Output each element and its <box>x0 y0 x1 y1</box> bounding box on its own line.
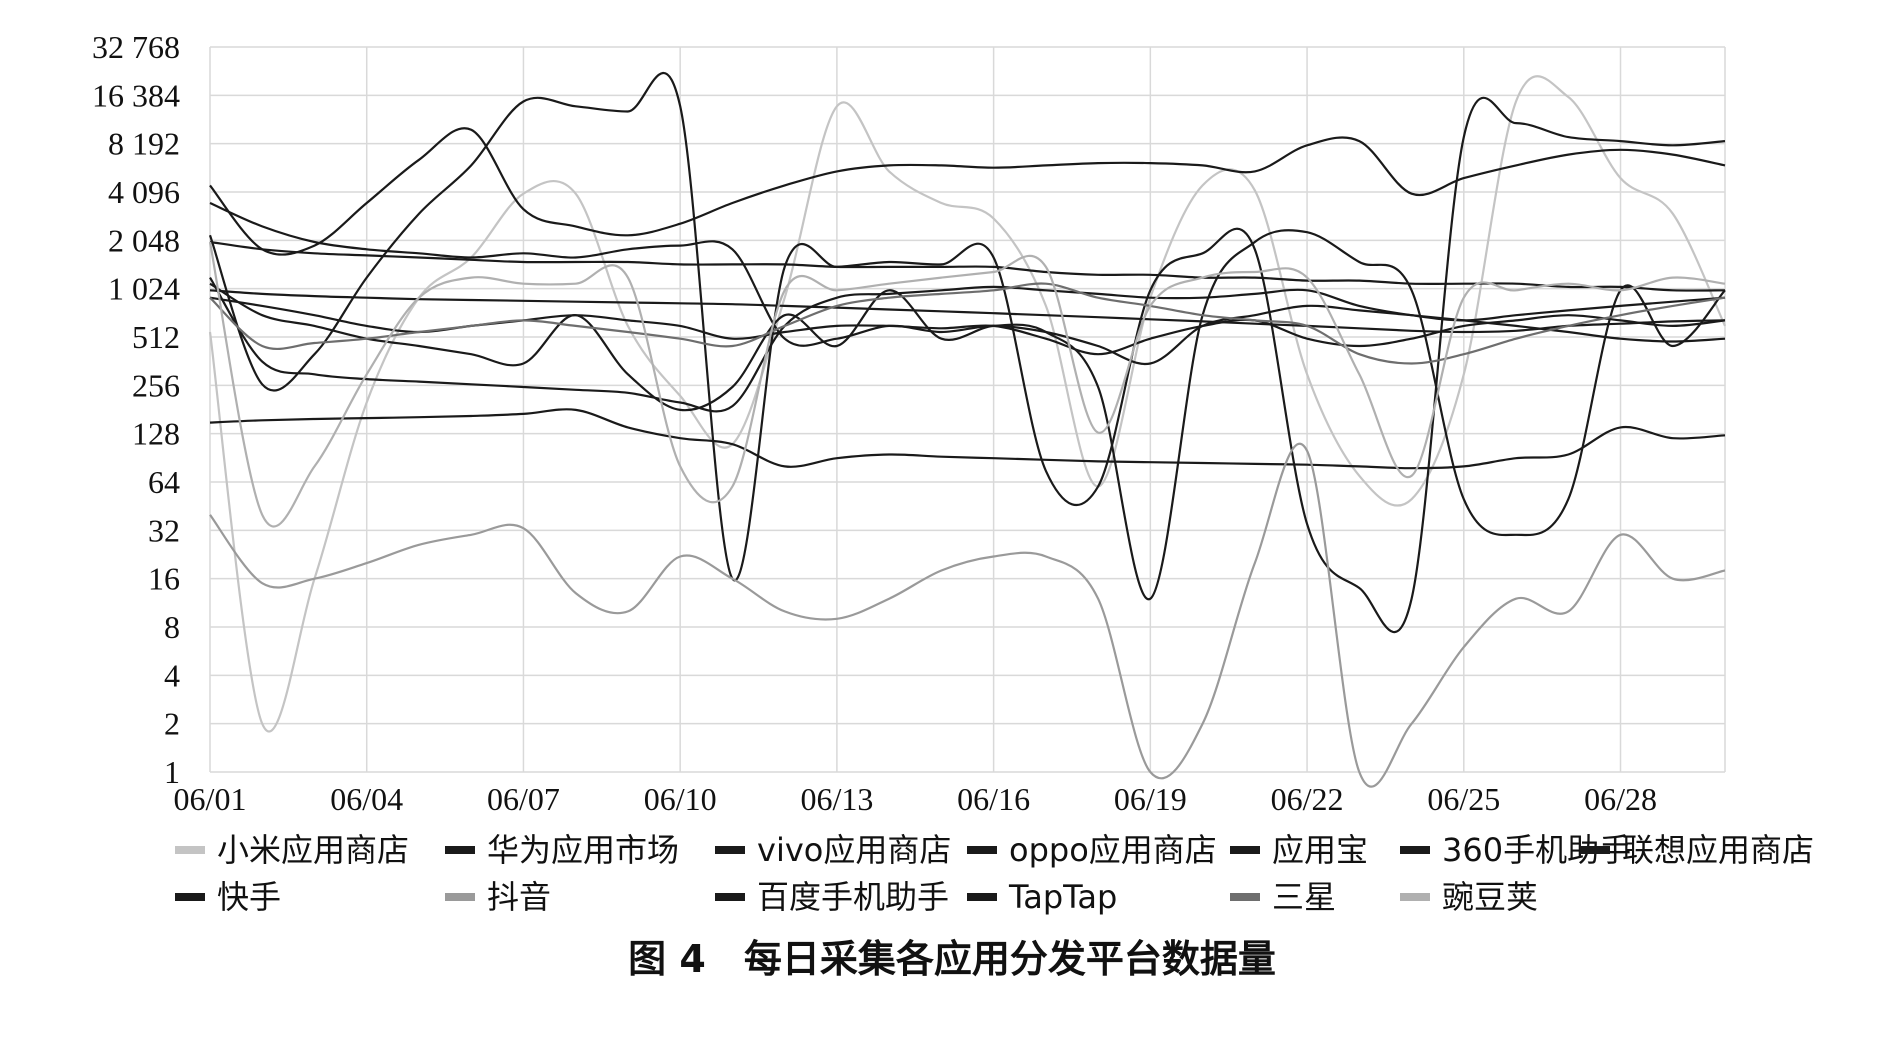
legend-label: 应用宝 <box>1272 831 1368 869</box>
legend-label: 快手 <box>217 878 281 916</box>
legend-swatch <box>1400 893 1430 901</box>
legend-swatch <box>1230 893 1260 901</box>
y-tick-label: 64 <box>148 464 180 500</box>
x-tick-label: 06/25 <box>1427 781 1500 817</box>
legend-label: 豌豆荚 <box>1442 878 1538 916</box>
y-tick-label: 2 048 <box>108 222 180 258</box>
y-tick-label: 1 <box>164 754 180 790</box>
y-tick-label: 16 <box>148 561 180 597</box>
series-line-4 <box>209 289 1726 334</box>
grid-layer <box>209 46 1726 773</box>
series-line-8 <box>209 442 1726 788</box>
legend-label: 华为应用市场 <box>487 831 679 869</box>
series-line-2 <box>209 296 1726 356</box>
legend-label: 百度手机助手 <box>757 878 949 916</box>
x-tick-label: 06/28 <box>1584 781 1657 817</box>
legend-label: 联想应用商店 <box>1622 831 1814 869</box>
y-tick-label: 32 <box>148 512 180 548</box>
series-line-6 <box>209 408 1726 470</box>
series-line-11 <box>209 282 1726 365</box>
y-tick-label: 1 024 <box>108 271 180 307</box>
legend-swatch <box>715 893 745 901</box>
y-tick-label: 2 <box>164 706 180 742</box>
x-tick-label: 06/22 <box>1271 781 1344 817</box>
series-line-3 <box>209 240 1726 292</box>
legend-swatch <box>445 893 475 901</box>
y-tick-label: 512 <box>132 319 180 355</box>
legend-label: TapTap <box>1008 878 1117 916</box>
legend: 小米应用商店 华为应用市场 vivo应用商店 oppo应用商店 应用宝 360手机助手联想… <box>175 831 1814 916</box>
series-line-0 <box>208 75 1726 733</box>
y-tick-label: 8 <box>164 609 180 645</box>
y-tick-label: 256 <box>132 367 180 403</box>
x-tick-label: 06/13 <box>800 781 873 817</box>
legend-label: 抖音 <box>487 878 551 916</box>
legend-swatch <box>1230 846 1260 854</box>
series-line-12 <box>208 241 1726 528</box>
y-tick-label: 16 384 <box>92 77 180 113</box>
x-tick-label: 06/10 <box>644 781 717 817</box>
legend-swatch <box>715 846 745 854</box>
x-tick-label: 06/07 <box>487 781 560 817</box>
legend-label: oppo应用商店 <box>1009 831 1217 869</box>
legend-swatch <box>967 846 997 854</box>
legend-swatch <box>1400 846 1430 854</box>
axis-layer: 1 2 4 8 16 32 64 128 256 512 1 024 2 048 4 096 8 192 1… <box>92 29 1657 817</box>
series-line-1 <box>208 72 1726 634</box>
x-tick-label: 06/04 <box>330 781 403 817</box>
y-tick-label: 4 <box>164 657 180 693</box>
legend-swatch <box>967 893 997 901</box>
legend-swatch <box>175 893 205 901</box>
legend-swatch <box>445 846 475 854</box>
legend-label: 三星 <box>1272 878 1336 916</box>
x-tick-label: 06/19 <box>1114 781 1187 817</box>
series-line-7 <box>209 127 1726 256</box>
legend-label: 小米应用商店 <box>217 831 409 869</box>
y-tick-label: 32 768 <box>92 29 180 65</box>
y-tick-label: 8 192 <box>108 126 180 162</box>
series-line-10 <box>209 229 1726 600</box>
legend-label: vivo应用商店 <box>757 831 951 869</box>
legend-swatch <box>1580 846 1610 854</box>
y-tick-label: 4 096 <box>108 174 180 210</box>
series-line-9 <box>209 201 1726 366</box>
x-tick-label: 06/01 <box>174 781 247 817</box>
x-tick-label: 06/16 <box>957 781 1030 817</box>
figure-caption: 图 4 每日采集各应用分发平台数据量 <box>628 937 1276 981</box>
y-tick-label: 128 <box>132 416 180 452</box>
legend-swatch <box>175 846 205 854</box>
series-layer <box>208 72 1726 788</box>
